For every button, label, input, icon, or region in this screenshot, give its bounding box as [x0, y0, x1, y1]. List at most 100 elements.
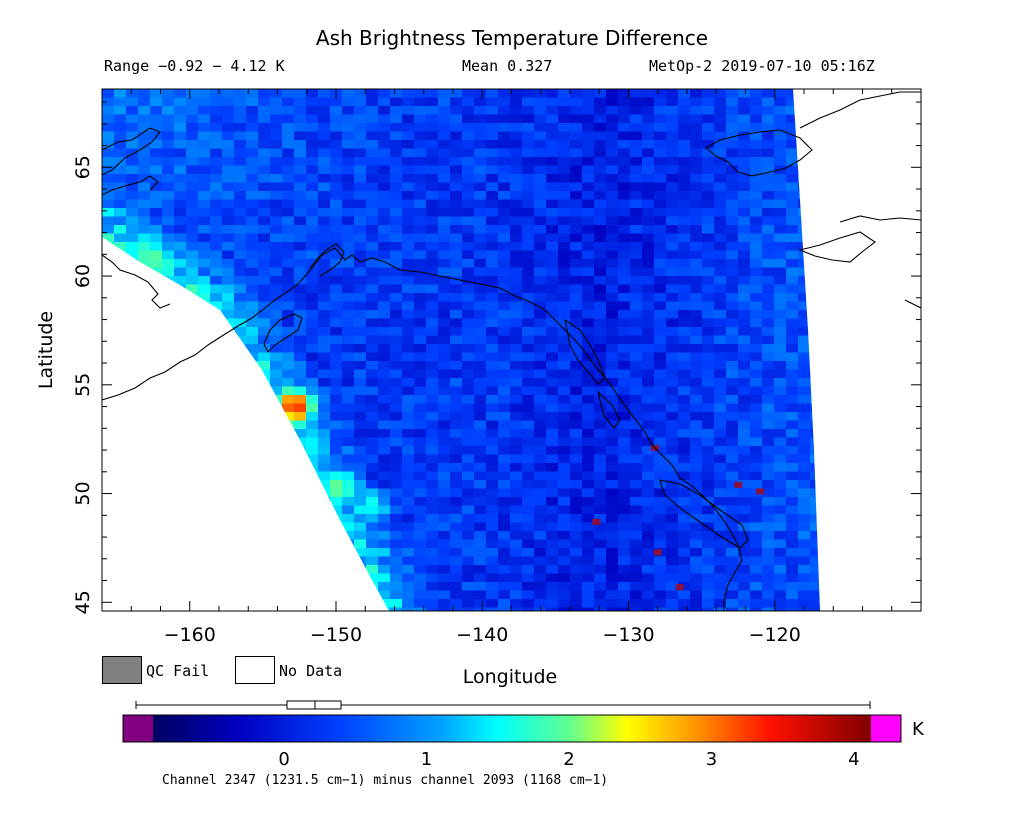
swath-cell: [774, 216, 787, 226]
swath-cell: [618, 352, 631, 362]
swath-cell: [570, 446, 583, 456]
swath-cell: [102, 106, 115, 116]
swath-cell: [798, 182, 811, 192]
swath-cell: [810, 165, 820, 175]
swath-cell: [582, 148, 595, 158]
swath-cell: [558, 327, 571, 337]
swath-cell: [714, 97, 727, 107]
swath-cell: [162, 267, 175, 277]
swath-cell: [774, 497, 787, 507]
swath-cell: [666, 140, 679, 150]
swath-cell: [234, 276, 247, 286]
swath-cell: [762, 225, 775, 235]
swath-cell: [450, 191, 463, 201]
swath-cell: [498, 412, 511, 422]
swath-cell: [738, 403, 751, 413]
swath-cell: [750, 97, 763, 107]
swath-cell: [330, 259, 343, 269]
swath-cell: [306, 191, 319, 201]
swath-cell: [318, 599, 331, 609]
swath-cell: [246, 395, 259, 405]
swath-cell: [618, 216, 631, 226]
swath-cell: [402, 463, 415, 473]
colorbar: [122, 700, 902, 743]
swath-cell: [270, 556, 283, 566]
swath-cell: [354, 310, 367, 320]
swath-cell: [738, 148, 751, 158]
swath-cell: [594, 233, 607, 243]
swath-cell: [366, 123, 379, 133]
swath-cell: [750, 123, 763, 133]
swath-cell: [534, 276, 547, 286]
swath-cell: [618, 174, 631, 184]
swath-cell: [522, 225, 535, 235]
swath-cell: [270, 590, 283, 600]
swath-cell: [126, 539, 139, 549]
swath-cell: [534, 446, 547, 456]
swath-cell: [510, 437, 523, 447]
swath-cell: [174, 505, 187, 515]
swath-cell: [462, 378, 475, 388]
swath-cell: [786, 165, 799, 175]
swath-cell: [342, 539, 355, 549]
swath-cell: [354, 463, 367, 473]
swath-cell: [762, 590, 775, 600]
swath-cell: [294, 191, 307, 201]
swath-cell: [174, 225, 187, 235]
swath-cell: [774, 242, 787, 252]
swath-cell: [246, 208, 259, 218]
swath-cell: [294, 199, 307, 209]
swath-cell: [750, 514, 763, 524]
swath-cell: [378, 386, 391, 396]
swath-cell: [270, 607, 283, 611]
colorbar-under-range: [123, 715, 153, 742]
swath-cell: [342, 208, 355, 218]
swath-cell: [270, 182, 283, 192]
swath-cell: [498, 514, 511, 524]
swath-cell: [618, 318, 631, 328]
swath-cell: [810, 174, 820, 184]
swath-cell: [450, 565, 463, 575]
swath-cell: [222, 488, 235, 498]
swath-cell: [678, 344, 691, 354]
swath-cell: [570, 522, 583, 532]
swath-cell: [714, 429, 727, 439]
swath-cell: [102, 565, 115, 575]
swath-cell: [390, 548, 403, 558]
swath-cell: [714, 590, 727, 600]
swath-cell: [774, 556, 787, 566]
swath-cell: [306, 276, 319, 286]
swath-cell: [246, 480, 259, 490]
swath-cell: [342, 131, 355, 141]
swath-cell: [666, 318, 679, 328]
swath-cell: [258, 582, 271, 592]
swath-cell: [546, 386, 559, 396]
swath-cell: [234, 259, 247, 269]
swath-cell: [654, 157, 667, 167]
swath-cell: [306, 573, 319, 583]
swath-cell: [222, 191, 235, 201]
swath-cell: [342, 488, 355, 498]
swath-cell: [234, 344, 247, 354]
swath-cell: [186, 378, 199, 388]
swath-cell: [750, 505, 763, 515]
swath-cell: [582, 582, 595, 592]
swath-cell: [534, 318, 547, 328]
swath-cell: [114, 301, 127, 311]
swath-cell: [402, 174, 415, 184]
swath-cell: [762, 361, 775, 371]
swath-cell: [126, 403, 139, 413]
swath-cell: [630, 233, 643, 243]
swath-cell: [282, 420, 295, 430]
swath-cell: [246, 548, 259, 558]
swath-cell: [330, 242, 343, 252]
swath-cell: [270, 531, 283, 541]
swath-cell: [402, 386, 415, 396]
swath-cell: [738, 157, 751, 167]
swath-cell: [366, 463, 379, 473]
swath-cell: [366, 140, 379, 150]
swath-cell: [354, 242, 367, 252]
swath-cell: [546, 182, 559, 192]
swath-cell: [186, 420, 199, 430]
swath-cell: [318, 267, 331, 277]
